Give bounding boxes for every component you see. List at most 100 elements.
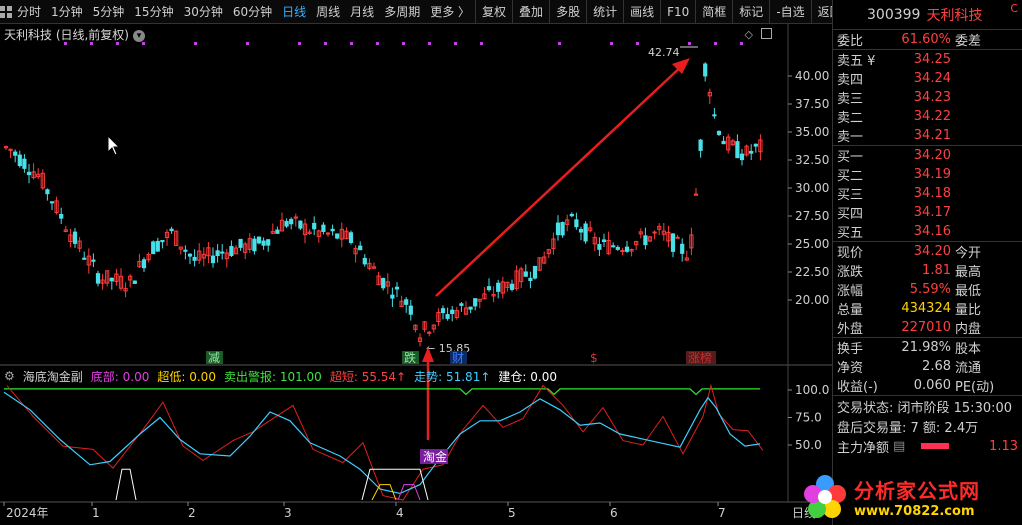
bid-row[interactable]: 买三 34.18: [833, 184, 1022, 203]
level-price: 34.23: [895, 90, 951, 105]
weibi-label: 委比: [837, 30, 895, 49]
main-net-value: 1.13: [989, 439, 1022, 454]
period-tab-1[interactable]: 1分钟: [46, 0, 88, 24]
toolbar-action-1[interactable]: 叠加: [512, 0, 549, 24]
stock-header: 300399 天利科技 C: [833, 0, 1022, 30]
diamond-icon[interactable]: ◇: [745, 28, 753, 41]
indicator-values: 底部: 0.00 超低: 0.00 卖出警报: 101.00 超短: 55.54↑ 走势…: [91, 368, 557, 385]
ask-row[interactable]: 卖五 ¥ 34.25: [833, 50, 1022, 69]
period-tab-10[interactable]: 更多 〉: [425, 0, 475, 24]
period-tab-7[interactable]: 周线: [311, 0, 345, 24]
toolbar-action-6[interactable]: 简框: [695, 0, 732, 24]
ask-row[interactable]: 卖一 34.21: [833, 126, 1022, 145]
stat-label-2: 内盘: [951, 318, 981, 337]
weibi-value: 61.60%: [895, 32, 951, 47]
period-tab-0[interactable]: 分时: [12, 0, 46, 24]
ask-row[interactable]: 卖四 34.24: [833, 69, 1022, 88]
stat-row: 收益(-) 0.060 PE(动): [833, 376, 1022, 395]
kline-chart[interactable]: 天利科技 (日线,前复权) ▾ ◇: [0, 24, 832, 364]
indicator-value: 55.54↑: [358, 370, 406, 384]
period-tab-6[interactable]: 日线: [277, 0, 311, 24]
level-label: 卖一: [837, 126, 895, 145]
indicator-item: 走势: 51.81↑: [414, 368, 490, 385]
sell-alert-line: [4, 389, 760, 395]
level-price: 34.22: [895, 109, 951, 124]
gear-icon[interactable]: ⚙: [4, 369, 15, 383]
bid-row[interactable]: 买五 34.16: [833, 222, 1022, 241]
grid-menu-icon[interactable]: [0, 0, 12, 24]
stat-label: 净资: [837, 357, 889, 376]
level-label: 买一: [837, 146, 895, 165]
build-signal: [362, 469, 428, 500]
quote-panel: 300399 天利科技 C 委比 61.60% 委差 卖五 ¥ 34.25 卖四 34…: [832, 0, 1022, 525]
chart-title-text: 天利科技 (日线,前复权): [4, 28, 129, 42]
stat-label-2: 最高: [951, 261, 981, 280]
chevron-down-icon[interactable]: ▾: [133, 30, 145, 42]
indicator-name[interactable]: 海底淘金副: [23, 368, 83, 385]
level-label: 买三: [837, 184, 895, 203]
trade-info: 交易状态: 闭市阶段 15:30:00 盘后交易量: 7 额: 2.4万 主力净…: [833, 396, 1022, 456]
stat-row: 外盘 227010 内盘: [833, 318, 1022, 337]
indicator-label: 建仓:: [498, 370, 526, 384]
level-price: 34.17: [895, 205, 951, 220]
indicator-value: 0.00: [185, 370, 216, 384]
stat-label-2: 量比: [951, 299, 981, 318]
period-tab-2[interactable]: 5分钟: [88, 0, 130, 24]
indicator-value: 0.00: [119, 370, 150, 384]
stat-row: 现价 34.20 今开: [833, 242, 1022, 261]
bid-row[interactable]: 买一 34.20: [833, 146, 1022, 165]
stat-label-2: 股本: [951, 338, 981, 357]
ask-row[interactable]: 卖二 34.22: [833, 107, 1022, 126]
level-label: 买二: [837, 165, 895, 184]
list-icon[interactable]: ▤: [893, 439, 905, 454]
level-label: 买四: [837, 203, 895, 222]
toolbar-action-8[interactable]: -自选: [769, 0, 810, 24]
watermark-logo: 分析家公式网 www.70822.com: [800, 468, 1022, 525]
stat-label: 涨跌: [837, 261, 889, 280]
weibi-row: 委比 61.60% 委差: [833, 30, 1022, 49]
toolbar-action-5[interactable]: F10: [660, 0, 695, 24]
stat-label: 总量: [837, 299, 889, 318]
toolbar-action-3[interactable]: 统计: [586, 0, 623, 24]
period-tab-3[interactable]: 15分钟: [129, 0, 178, 24]
period-tab-9[interactable]: 多周期: [379, 0, 425, 24]
level-price: 34.20: [895, 148, 951, 163]
stock-code: 300399: [867, 7, 920, 23]
stat-label-2: 今开: [951, 242, 981, 261]
indicator-item: 建仓: 0.00: [498, 368, 557, 385]
toolbar-action-4[interactable]: 画线: [623, 0, 660, 24]
bid-row[interactable]: 买二 34.19: [833, 165, 1022, 184]
x-label: 5: [508, 506, 516, 520]
stock-badge: C: [1010, 2, 1018, 15]
stat-row: 涨跌 1.81 最高: [833, 261, 1022, 280]
level-price: 34.21: [895, 128, 951, 143]
ask-row[interactable]: 卖三 34.23: [833, 88, 1022, 107]
stat-value: 5.59%: [889, 282, 951, 297]
stat-value: 1.81: [889, 263, 951, 278]
period-tab-4[interactable]: 30分钟: [179, 0, 228, 24]
stat-value: 34.20: [889, 244, 951, 259]
stat-value: 21.98%: [889, 340, 951, 355]
stat-row: 总量 434324 量比: [833, 299, 1022, 318]
indicator-item: 底部: 0.00: [91, 368, 150, 385]
period-tab-8[interactable]: 月线: [345, 0, 379, 24]
ask-book: 卖五 ¥34.25 卖四 34.24 卖三 34.23 卖二 34.22 卖一 34.21: [833, 50, 1022, 145]
low-signal: [372, 485, 396, 500]
maximize-icon[interactable]: [761, 28, 772, 39]
toolbar-action-7[interactable]: 标记: [732, 0, 769, 24]
main-net-bar: [921, 443, 949, 449]
chart-toolbar: 分时 1分钟 5分钟 15分钟 30分钟 60分钟 日线 周线 月线 多周期 更多 〉 复权 叠加 多股…: [0, 0, 832, 24]
bid-row[interactable]: 买四 34.17: [833, 203, 1022, 222]
period-tab-5[interactable]: 60分钟: [228, 0, 277, 24]
main-net-row: 主力净额 ▤ 1.13: [837, 436, 1022, 456]
stat-row: 净资 2.68 流通: [833, 357, 1022, 376]
level-label: 卖五 ¥: [837, 50, 895, 69]
x-label: 2024年: [6, 506, 49, 520]
stat-label-2: 流通: [951, 357, 981, 376]
x-label: 6: [610, 506, 618, 520]
toolbar-action-0[interactable]: 复权: [475, 0, 512, 24]
after-hours-volume: 盘后交易量: 7 额: 2.4万: [837, 416, 1022, 436]
indicator-item: 超短: 55.54↑: [330, 368, 406, 385]
toolbar-action-2[interactable]: 多股: [549, 0, 586, 24]
annotation-bg: [420, 449, 448, 464]
